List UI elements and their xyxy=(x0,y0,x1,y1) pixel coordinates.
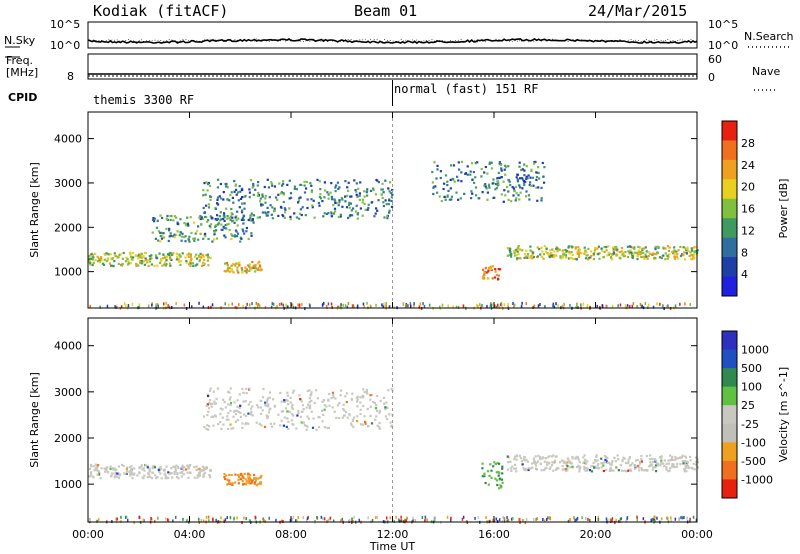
xaxis-label: Time UT xyxy=(369,540,415,553)
power-echo-band-7 xyxy=(431,160,546,203)
power-near-range-scatter xyxy=(89,301,691,311)
power-colorbar-tick: 20 xyxy=(741,181,755,194)
velocity-ytick-label: 2000 xyxy=(54,432,82,445)
power-echo-band-4 xyxy=(223,260,263,274)
nsky-tick-top: 10^5 xyxy=(50,18,81,31)
power-colorbar-tick: 28 xyxy=(741,137,755,150)
power-ylabel: Slant Range [km] xyxy=(28,162,41,258)
power-echo-band-2 xyxy=(151,214,256,243)
velocity-colorbar-tick: -1000 xyxy=(741,473,773,486)
velocity-colorbar-segment xyxy=(722,479,737,499)
power-colorbar-segment xyxy=(722,257,737,278)
power-colorbar-segment xyxy=(722,140,737,161)
velocity-ytick-label: 4000 xyxy=(54,340,82,353)
nsky-trace xyxy=(87,37,698,45)
velocity-colorbar-segment xyxy=(722,460,737,480)
velocity-colorbar-tick: -500 xyxy=(741,455,766,468)
velocity-echo-band-5 xyxy=(506,454,699,473)
velocity-colorbar-tick: -25 xyxy=(741,418,759,431)
nave-tick-top: 60 xyxy=(708,53,722,66)
radar-title: Kodiak (fitACF) xyxy=(93,2,229,20)
velocity-colorbar-segment xyxy=(722,386,737,406)
velocity-colorbar-tick: 500 xyxy=(741,362,762,375)
velocity-ytick-label: 1000 xyxy=(54,478,82,491)
nsky-label: N.Sky xyxy=(4,34,36,47)
velocity-colorbar-tick: 25 xyxy=(741,399,755,412)
power-echo-band-3 xyxy=(202,178,394,221)
xtick-label: 08:00 xyxy=(275,528,307,541)
power-colorbar-segment xyxy=(722,276,737,297)
power-colorbar-tick: 24 xyxy=(741,159,755,172)
velocity-colorbar-segment xyxy=(722,349,737,369)
freq-tick: 8 xyxy=(67,70,74,83)
cpid-label: CPID xyxy=(8,91,38,104)
power-colorbar-segment xyxy=(722,121,737,141)
mode-label-2: normal (fast) 151 RF xyxy=(394,82,539,96)
mode-label-1: themis 3300 RF xyxy=(93,93,195,107)
velocity-colorbar-segment xyxy=(722,368,737,388)
freq-panel-frame xyxy=(87,53,698,80)
velocity-colorbar-tick: 100 xyxy=(741,381,762,394)
nave-tick-bottom: 0 xyxy=(708,71,715,84)
nsky-panel-frame xyxy=(87,21,698,49)
nave-label: Nave xyxy=(752,65,781,78)
velocity-colorbar-label: Velocity [m s^-1] xyxy=(777,367,790,462)
velocity-colorbar-segment xyxy=(722,405,737,425)
nsearch-tick-top: 10^5 xyxy=(708,18,739,31)
power-ytick-label: 4000 xyxy=(54,133,82,146)
velocity-colorbar-tick: -100 xyxy=(741,436,766,449)
velocity-colorbar-segment xyxy=(722,331,737,351)
velocity-echo-band-1 xyxy=(88,463,212,480)
velocity-colorbar-segment xyxy=(722,423,737,443)
date-label: 24/Mar/2015 xyxy=(588,2,688,20)
power-ytick-label: 3000 xyxy=(54,177,82,190)
power-colorbar-tick: 16 xyxy=(741,203,755,216)
power-colorbar-tick: 8 xyxy=(741,246,748,259)
power-colorbar-tick: 4 xyxy=(741,268,748,281)
xtick-label: 00:00 xyxy=(681,528,713,541)
power-colorbar-segment xyxy=(722,198,737,219)
power-colorbar-tick: 12 xyxy=(741,224,755,237)
velocity-echo-band-4 xyxy=(481,461,504,490)
power-colorbar-frame xyxy=(721,120,738,297)
velocity-colorbar-segment xyxy=(722,442,737,462)
velocity-ytick-label: 3000 xyxy=(54,386,82,399)
power-colorbar-segment xyxy=(722,159,737,180)
velocity-echo-band-3 xyxy=(223,472,263,487)
power-colorbar-segment xyxy=(722,218,737,239)
freq-label-line2: [MHz] xyxy=(6,66,39,79)
power-colorbar-segment xyxy=(722,237,737,258)
power-echo-band-5 xyxy=(481,265,502,281)
power-echo-band-1 xyxy=(88,251,212,268)
power-colorbar-label: Power [dB] xyxy=(777,179,790,239)
xtick-label: 12:00 xyxy=(377,528,409,541)
nsearch-tick-bottom: 10^0 xyxy=(708,39,739,52)
xtick-label: 20:00 xyxy=(580,528,612,541)
nsky-tick-bottom: 10^0 xyxy=(50,39,81,52)
velocity-colorbar-frame xyxy=(721,330,738,499)
xtick-label: 16:00 xyxy=(478,528,510,541)
power-colorbar-segment xyxy=(722,179,737,200)
xtick-label: 04:00 xyxy=(174,528,206,541)
velocity-colorbar-tick: 1000 xyxy=(741,344,769,357)
xtick-label: 00:00 xyxy=(72,528,104,541)
power-echo-band-6 xyxy=(506,245,699,261)
freq-label-line1: Freq. xyxy=(6,54,34,67)
beam-label: Beam 01 xyxy=(354,2,418,20)
nsearch-label: N.Search xyxy=(744,30,794,43)
power-ytick-label: 1000 xyxy=(54,266,82,279)
velocity-echo-band-2 xyxy=(202,387,394,431)
power-ytick-label: 2000 xyxy=(54,221,82,234)
velocity-ylabel: Slant Range [km] xyxy=(28,372,41,468)
